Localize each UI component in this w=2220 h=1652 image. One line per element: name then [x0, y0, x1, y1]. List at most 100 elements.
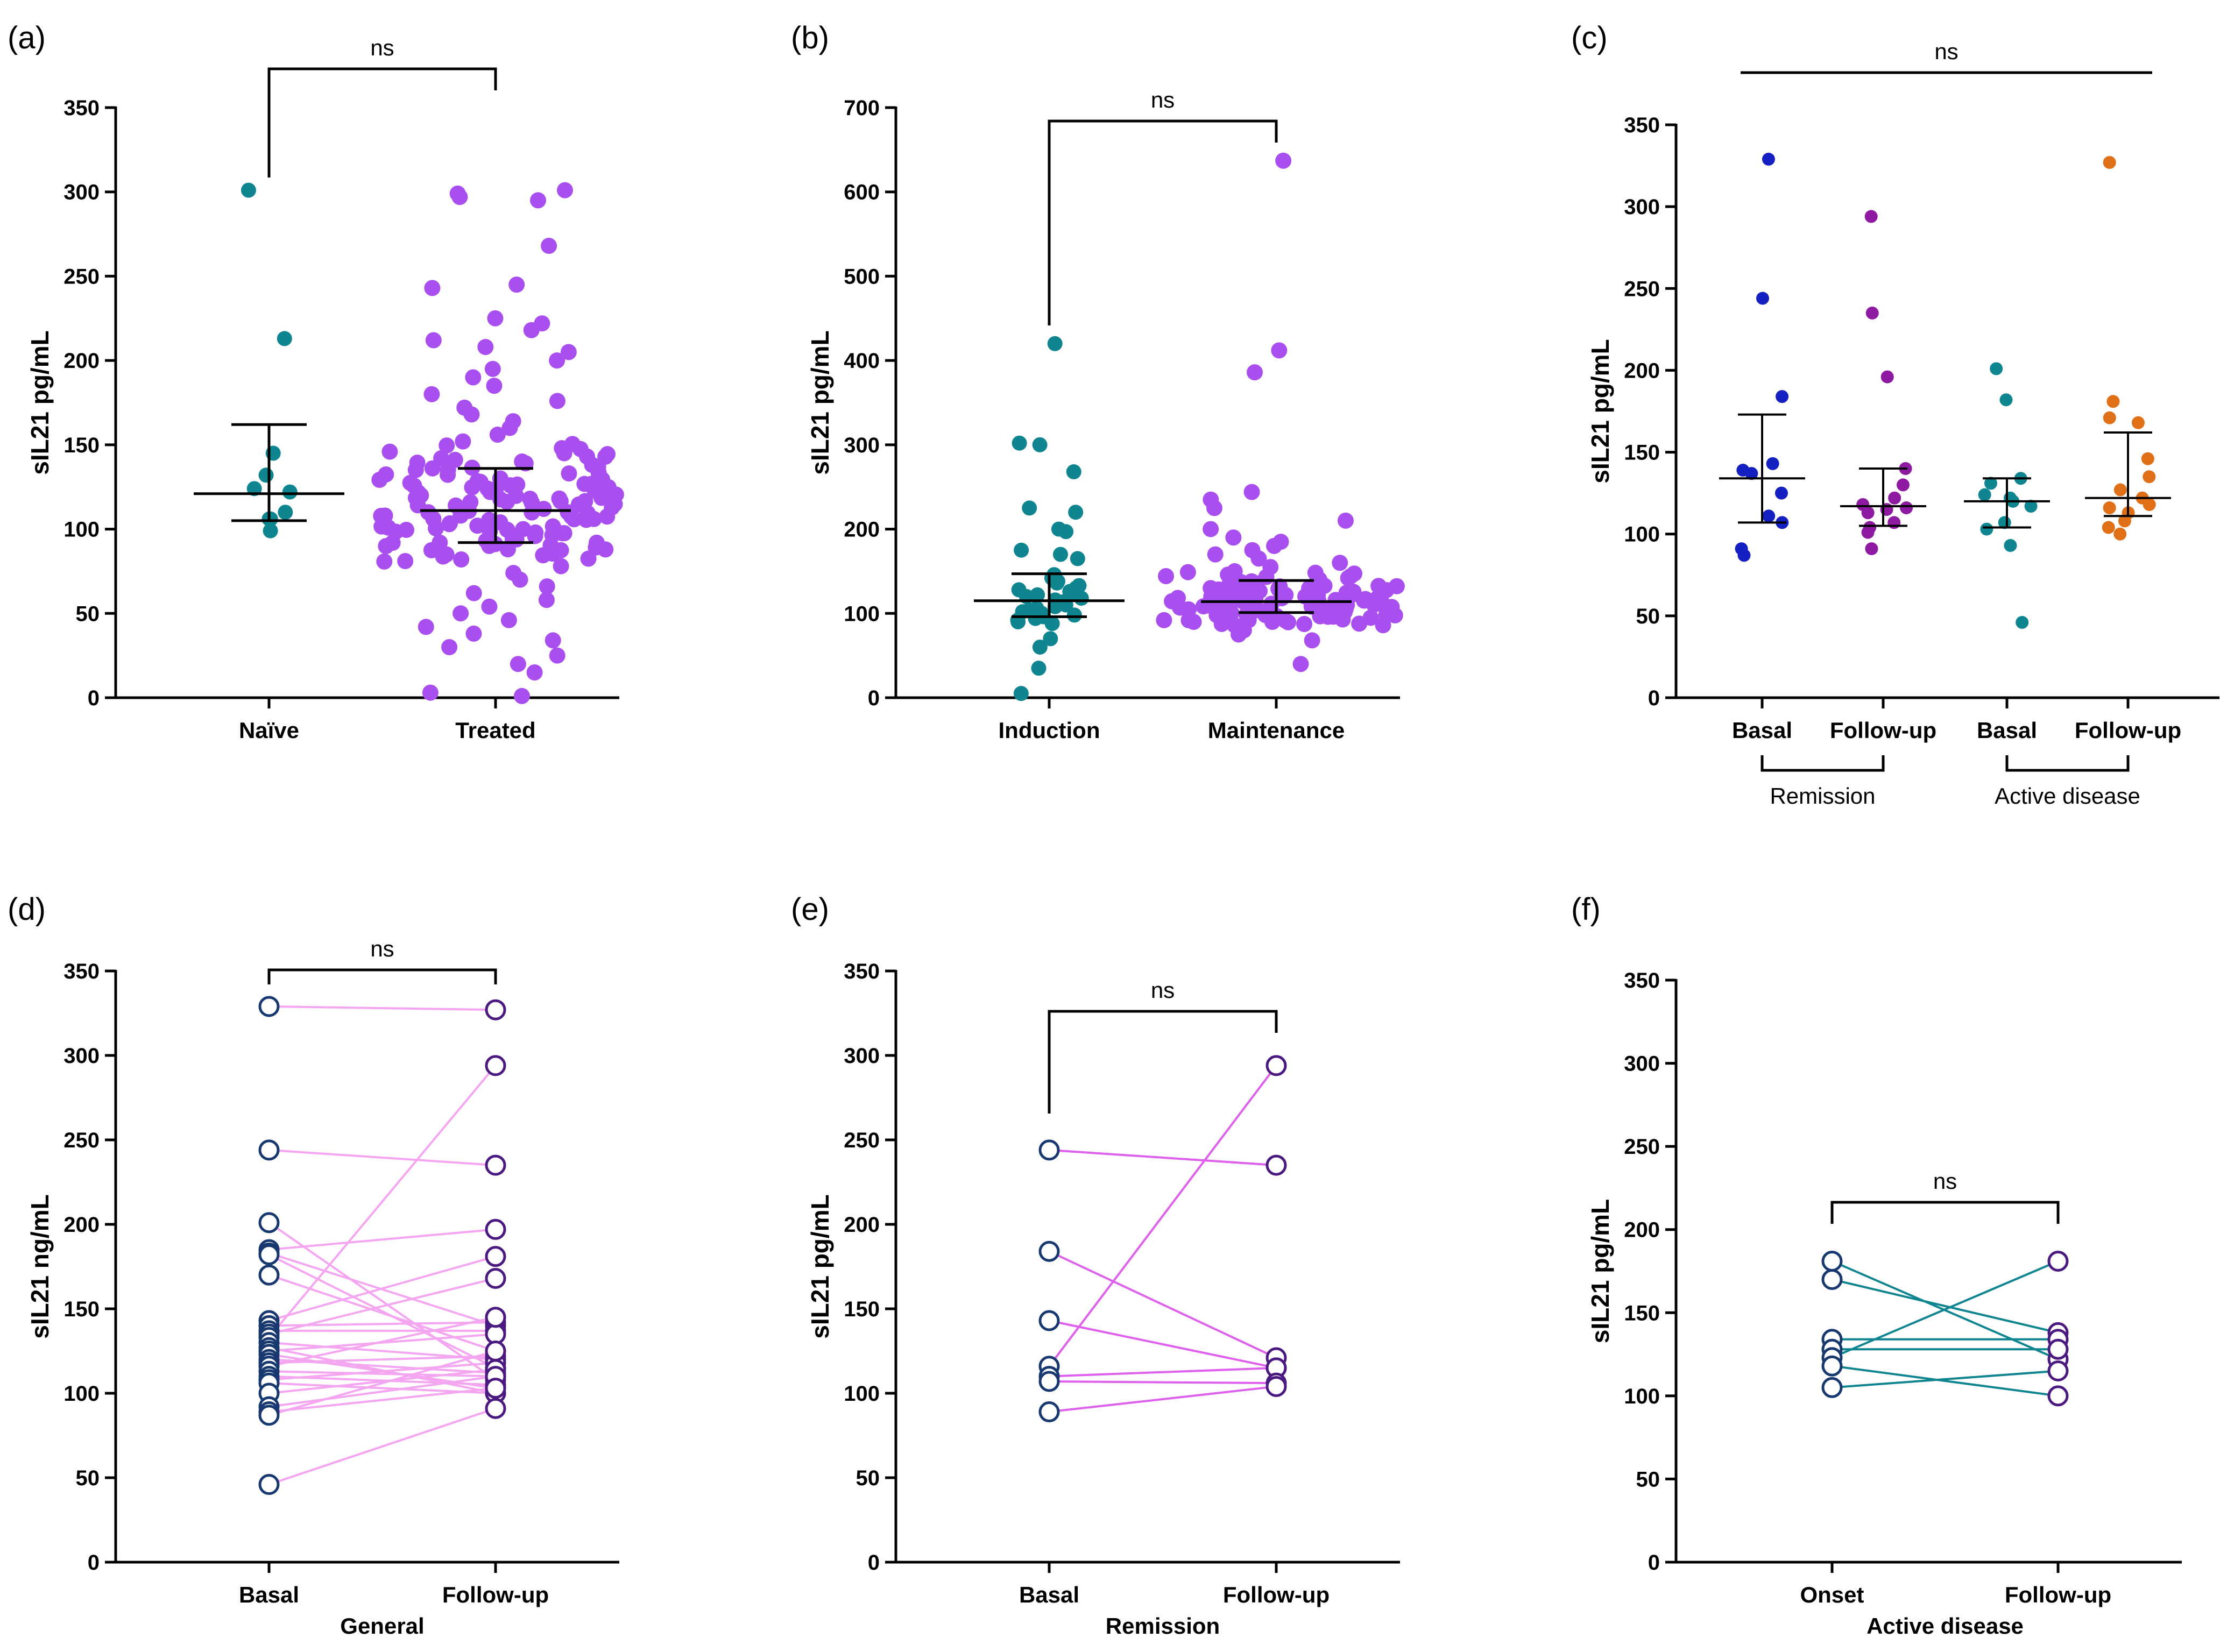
y-tick-label: 0 — [88, 686, 100, 710]
data-point — [2024, 499, 2038, 513]
data-point-followup — [485, 1398, 506, 1419]
data-point — [1387, 607, 1403, 623]
data-point — [1044, 616, 1060, 632]
data-point — [439, 437, 455, 454]
data-point — [1246, 364, 1263, 381]
x-tick-label: Follow-up — [442, 1582, 549, 1607]
data-point — [424, 460, 441, 477]
data-point — [1028, 611, 1043, 626]
significance-bracket — [1830, 1201, 2060, 1224]
data-point — [530, 192, 547, 209]
significance-label: ns — [1933, 1168, 1957, 1194]
data-point — [1231, 626, 1247, 643]
data-point — [455, 433, 471, 450]
data-point — [1012, 435, 1027, 451]
data-point — [1206, 500, 1222, 516]
pair-line — [1832, 1260, 2059, 1359]
data-point — [441, 639, 458, 655]
pair-line — [268, 1005, 496, 1011]
series-3 — [2085, 155, 2171, 541]
pair-points — [1821, 1250, 2069, 1407]
data-point — [593, 490, 610, 506]
data-point — [1180, 612, 1197, 629]
data-point — [1158, 568, 1175, 585]
pair-line — [268, 1065, 497, 1338]
data-point — [2141, 452, 2154, 465]
data-point — [278, 505, 293, 520]
significance-label: ns — [1151, 977, 1175, 1003]
pair-line — [268, 1387, 496, 1413]
data-point — [1271, 342, 1288, 359]
y-tick-label: 400 — [844, 349, 880, 373]
pair-line — [268, 1277, 496, 1336]
pair-line — [1832, 1370, 2059, 1389]
data-point — [1351, 615, 1368, 632]
data-point — [441, 516, 457, 533]
data-point — [561, 465, 577, 482]
group-label: Active disease — [1995, 783, 2140, 809]
pair-line — [268, 1355, 496, 1364]
data-point — [2016, 616, 2029, 629]
data-point-basal — [1821, 1355, 1843, 1377]
data-point — [484, 360, 501, 377]
data-point — [423, 386, 440, 402]
panel-letter: (e) — [791, 892, 829, 927]
data-point — [549, 393, 565, 409]
data-point-basal — [258, 1405, 280, 1426]
data-point — [2143, 470, 2156, 484]
y-tick-label: 350 — [63, 96, 100, 120]
data-point — [381, 443, 398, 460]
y-axis-label: sIL21 ng/mL — [26, 1194, 54, 1338]
pair-line — [268, 1362, 496, 1381]
y-tick-label: 0 — [868, 686, 880, 710]
data-point — [465, 585, 482, 601]
y-tick-label: 150 — [1624, 1301, 1660, 1325]
data-point-followup — [485, 1218, 506, 1240]
pair-line — [268, 1370, 496, 1378]
y-tick-label: 150 — [63, 434, 100, 457]
y-tick-label: 100 — [844, 1382, 880, 1406]
pair-line — [268, 1148, 496, 1167]
data-point — [465, 369, 482, 386]
data-point — [1213, 615, 1230, 632]
data-point-basal — [1038, 1139, 1060, 1161]
x-tick-label: Induction — [999, 718, 1100, 743]
data-point — [1900, 501, 1913, 515]
significance-bracket — [267, 67, 497, 178]
data-point — [2106, 395, 2120, 408]
y-tick-label: 200 — [1624, 1218, 1660, 1242]
group-bracket — [2005, 755, 2130, 772]
pair-line — [1049, 1320, 1277, 1369]
series-1 — [1840, 210, 1926, 556]
data-point — [1296, 615, 1313, 632]
y-tick-label: 50 — [76, 602, 100, 626]
y-tick-label: 300 — [1624, 1052, 1660, 1076]
series-0 — [1719, 152, 1805, 562]
data-point-followup — [1265, 1376, 1287, 1397]
data-point-followup — [485, 1267, 506, 1289]
group-label: Remission — [1770, 783, 1875, 809]
y-tick-label: 500 — [844, 265, 880, 288]
data-point — [489, 427, 506, 443]
data-point — [487, 310, 504, 327]
significance-label: ns — [370, 35, 394, 60]
data-point — [1737, 549, 1751, 562]
data-point — [1022, 500, 1037, 516]
y-tick-label: 250 — [1624, 1135, 1660, 1159]
data-point — [2103, 155, 2116, 169]
data-point — [1980, 522, 1993, 536]
y-tick-label: 150 — [63, 1298, 100, 1321]
data-point — [541, 238, 557, 254]
data-point — [1049, 575, 1065, 591]
data-point — [1292, 656, 1309, 672]
pair-line — [268, 1255, 496, 1322]
data-point — [1337, 512, 1354, 529]
pair-line — [268, 1253, 496, 1369]
y-tick-label: 600 — [844, 181, 880, 204]
data-point — [551, 490, 568, 507]
series-1 — [371, 182, 624, 704]
pair-line — [268, 1407, 496, 1486]
pair-line — [268, 1222, 497, 1381]
data-point-followup — [2047, 1385, 2069, 1407]
y-axis-label: sIL21 pg/mL — [806, 330, 834, 474]
